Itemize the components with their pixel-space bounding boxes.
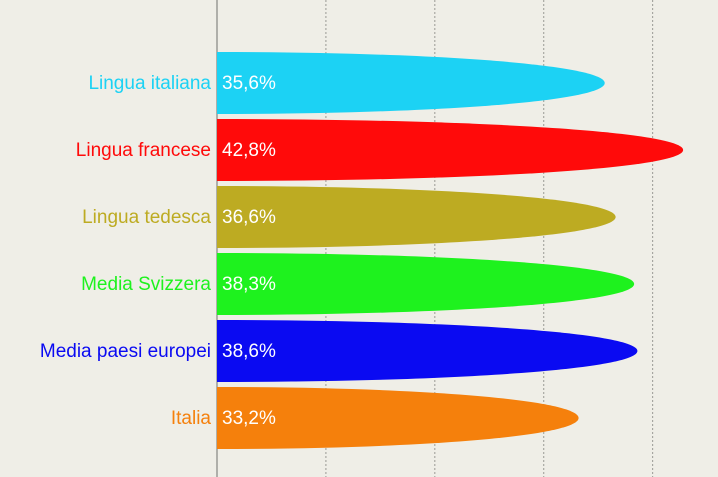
value-label: 42,8%: [222, 140, 276, 161]
bar: [217, 320, 638, 382]
value-label: 36,6%: [222, 207, 276, 228]
bar: [217, 119, 684, 181]
category-label: Media paesi europei: [40, 341, 211, 362]
bar: [217, 253, 635, 315]
category-label: Lingua italiana: [88, 73, 211, 94]
category-label: Lingua francese: [76, 140, 211, 161]
bar: [217, 52, 605, 114]
bar: [217, 186, 616, 248]
category-label: Media Svizzera: [81, 274, 211, 295]
value-label: 33,2%: [222, 408, 276, 429]
value-label: 38,3%: [222, 274, 276, 295]
category-label: Lingua tedesca: [82, 207, 211, 228]
value-label: 35,6%: [222, 73, 276, 94]
bar: [217, 387, 579, 449]
category-label: Italia: [171, 408, 212, 429]
value-label: 38,6%: [222, 341, 276, 362]
